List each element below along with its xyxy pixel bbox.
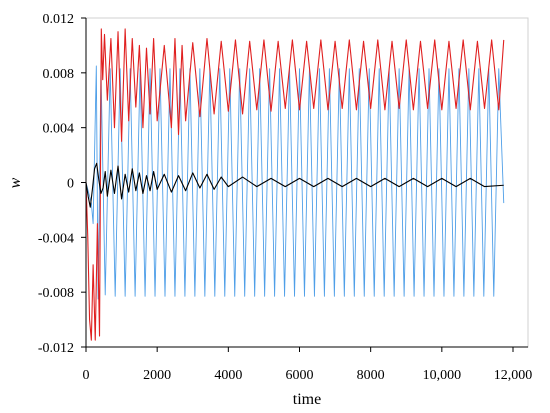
y-tick-label: 0 <box>67 177 74 192</box>
y-tick-label: -0.012 <box>38 341 74 356</box>
x-axis-ticks: 0 2000 4000 6000 8000 10,000 12,000 <box>83 347 533 383</box>
x-axis-label: time <box>293 391 321 408</box>
x-tick-label: 0 <box>83 368 90 383</box>
x-tick-label: 8000 <box>357 368 385 383</box>
x-tick-label: 6000 <box>286 368 314 383</box>
x-tick-label: 2000 <box>143 368 171 383</box>
y-tick-label: 0.008 <box>43 67 75 82</box>
y-axis-label: w <box>7 177 24 188</box>
x-tick-label: 10,000 <box>423 368 462 383</box>
y-tick-label: -0.008 <box>38 286 74 301</box>
y-tick-label: -0.004 <box>38 231 74 246</box>
x-tick-label: 12,000 <box>494 368 533 383</box>
series-layer <box>85 28 505 341</box>
y-tick-label: 0.004 <box>43 122 75 137</box>
y-tick-label: 0.012 <box>43 12 75 27</box>
x-tick-label: 4000 <box>214 368 242 383</box>
y-axis-ticks: 0.012 0.008 0.004 0 -0.004 -0.008 -0.012 <box>38 12 86 356</box>
series-line-2 <box>85 28 505 341</box>
series-line-3 <box>85 162 504 208</box>
